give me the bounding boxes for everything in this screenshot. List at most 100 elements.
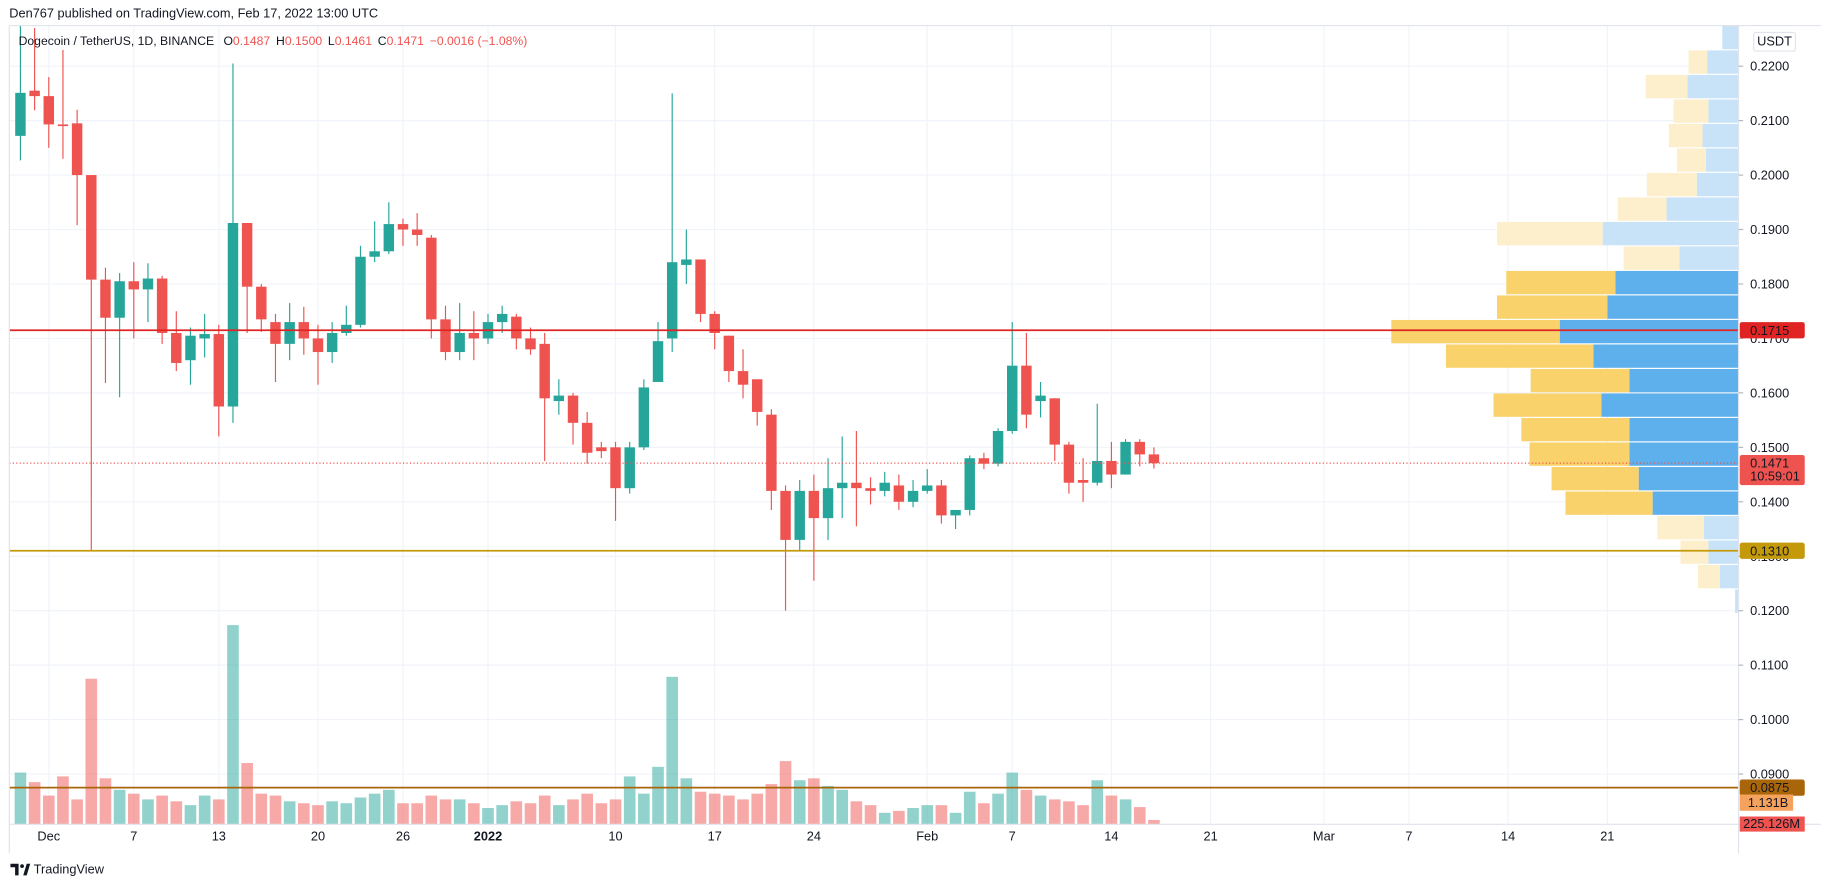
y-tick-label: 0.2000 bbox=[1750, 168, 1789, 183]
volume-bar bbox=[808, 778, 820, 825]
profile-up bbox=[1706, 148, 1739, 172]
candle-body bbox=[397, 224, 409, 230]
volume-bar bbox=[737, 799, 749, 825]
volume-ma-label: 1.131B bbox=[1748, 795, 1788, 810]
volume-bar bbox=[921, 805, 934, 825]
volume-bar bbox=[581, 793, 593, 825]
volume-bar bbox=[1119, 799, 1132, 825]
volume-bar bbox=[567, 799, 579, 825]
volume-bar bbox=[425, 795, 438, 825]
candle-body bbox=[43, 96, 55, 125]
volume-bar bbox=[1105, 795, 1118, 825]
volume-bar bbox=[255, 793, 268, 825]
candle-body bbox=[440, 319, 451, 353]
volume-bar bbox=[383, 789, 395, 825]
x-tick-label: 7 bbox=[1405, 828, 1412, 843]
logo-part bbox=[10, 863, 19, 876]
candle-body bbox=[553, 395, 565, 402]
x-tick-label: 14 bbox=[1104, 828, 1118, 843]
currency-box bbox=[1753, 31, 1797, 52]
candle-body bbox=[1120, 441, 1131, 475]
level-label-box bbox=[1739, 322, 1805, 339]
volume-bar bbox=[680, 778, 693, 825]
profile-up bbox=[1638, 466, 1739, 491]
candle-body bbox=[411, 229, 423, 235]
candle-body bbox=[652, 341, 664, 382]
candle-body bbox=[496, 313, 508, 323]
candle-body bbox=[369, 251, 380, 257]
x-tick-label: 21 bbox=[1600, 828, 1614, 843]
volume-bar bbox=[227, 625, 239, 825]
candle-body bbox=[978, 458, 990, 464]
ohlc-value: 0.1461 bbox=[335, 34, 373, 48]
volume-bar bbox=[1034, 795, 1047, 825]
profile-down bbox=[1673, 99, 1709, 123]
profile-up bbox=[1615, 270, 1739, 295]
profile-up bbox=[1593, 344, 1739, 368]
profile-down bbox=[1529, 442, 1630, 466]
profile-up bbox=[1629, 417, 1739, 442]
volume-bar bbox=[949, 812, 962, 825]
volume-bar bbox=[793, 780, 806, 825]
x-tick-label: 2022 bbox=[474, 828, 502, 843]
volume-bar bbox=[992, 793, 1004, 825]
x-tick-label: Dec bbox=[37, 828, 60, 843]
volume-bar bbox=[1006, 772, 1019, 825]
volume-bar bbox=[1148, 819, 1160, 825]
candle-body bbox=[241, 222, 253, 287]
y-tick-label: 0.1900 bbox=[1750, 222, 1789, 237]
volume-pane bbox=[14, 625, 1160, 825]
x-tick-label: 20 bbox=[311, 828, 325, 843]
candle-body bbox=[1077, 480, 1089, 483]
ohlc-value: 0.1487 bbox=[233, 34, 271, 48]
profile-down bbox=[1530, 368, 1630, 393]
profile-up bbox=[1708, 99, 1739, 123]
volume-bar bbox=[1048, 799, 1061, 825]
candle-body bbox=[468, 332, 480, 339]
profile-down bbox=[1391, 319, 1560, 344]
volume-bar bbox=[354, 797, 367, 825]
profile-up bbox=[1707, 50, 1739, 74]
volume-ma-box bbox=[1739, 794, 1794, 811]
candle-body bbox=[737, 371, 749, 385]
candle-body bbox=[29, 90, 40, 97]
candle-body bbox=[355, 256, 366, 325]
candle-body bbox=[71, 123, 83, 176]
candle-body bbox=[142, 278, 154, 290]
level-label-box bbox=[1739, 779, 1805, 796]
levels bbox=[9, 329, 1739, 789]
volume-bar bbox=[340, 803, 353, 825]
volume-bar bbox=[1077, 805, 1089, 825]
volume-bar bbox=[453, 799, 466, 825]
volume-bar bbox=[312, 805, 324, 825]
volume-bar bbox=[1133, 807, 1146, 825]
candle-body bbox=[1134, 441, 1145, 455]
x-tick-label: Feb bbox=[916, 828, 938, 843]
candle-body bbox=[666, 262, 678, 339]
x-tick-label: 7 bbox=[130, 828, 137, 843]
candle-body bbox=[808, 490, 820, 519]
candle-body bbox=[114, 281, 125, 318]
candle-body bbox=[454, 332, 465, 353]
volume-bar bbox=[71, 799, 83, 825]
volume-bar bbox=[142, 799, 154, 825]
profile-down bbox=[1565, 491, 1653, 515]
candle-body bbox=[57, 124, 69, 127]
profile-up bbox=[1602, 221, 1739, 246]
ohlc-label: C bbox=[378, 34, 387, 48]
volume-bar bbox=[595, 803, 608, 825]
volume-bar bbox=[57, 776, 69, 825]
candle-body bbox=[709, 313, 720, 333]
candle-body bbox=[780, 490, 791, 540]
level-label: 0.0875 bbox=[1750, 780, 1789, 795]
footer-brand: TradingView bbox=[34, 862, 105, 877]
grid bbox=[9, 25, 1739, 825]
candle-body bbox=[567, 395, 579, 423]
profile-up bbox=[1687, 74, 1739, 99]
publisher: Den767 published on TradingView.com, Feb… bbox=[9, 5, 378, 20]
candle-body bbox=[1007, 365, 1018, 431]
profile-down bbox=[1617, 197, 1667, 221]
profile-up bbox=[1708, 540, 1739, 564]
candle-body bbox=[624, 447, 635, 489]
